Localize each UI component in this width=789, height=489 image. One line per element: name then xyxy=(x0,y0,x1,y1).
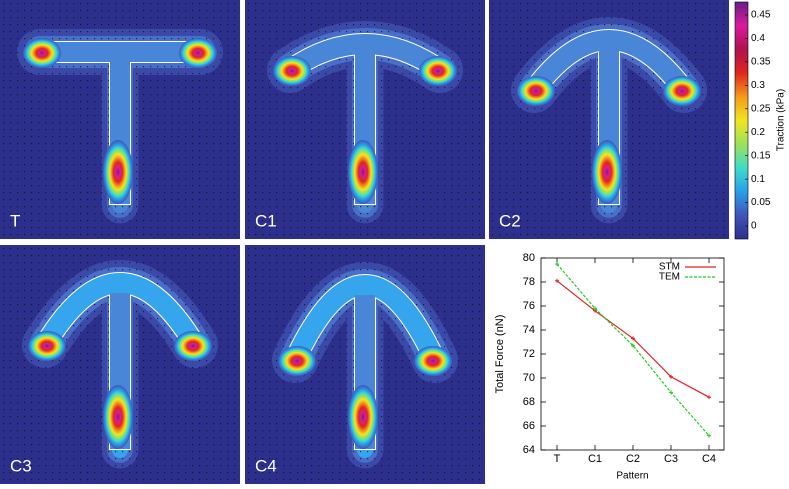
panel-label: C3 xyxy=(10,456,32,475)
point-marker xyxy=(631,343,635,348)
traction-blob xyxy=(278,346,316,376)
y-tick-label: 74 xyxy=(523,324,535,336)
colorbar xyxy=(734,1,749,240)
traction-panel: C4 xyxy=(245,245,485,484)
colorbar-tick-label: 0.1 xyxy=(751,174,765,185)
y-tick-label: 64 xyxy=(523,444,535,456)
traction-blob xyxy=(174,331,212,361)
y-tick-label: 70 xyxy=(523,372,535,384)
colorbar-tick-label: 0.35 xyxy=(751,57,771,68)
colorbar-tick-label: 0.45 xyxy=(751,10,771,21)
y-tick-label: 66 xyxy=(523,420,535,432)
legend-label: TEM xyxy=(659,272,680,283)
traction-blob xyxy=(419,56,457,86)
traction-blob xyxy=(663,76,701,106)
series-line xyxy=(556,263,710,436)
panel-label: C1 xyxy=(255,211,277,230)
panel-label: C4 xyxy=(255,456,277,475)
pattern-inner xyxy=(280,34,450,80)
point-marker xyxy=(669,374,673,379)
colorbar-tick-label: 0.3 xyxy=(751,80,765,91)
pattern-inner xyxy=(35,273,205,355)
point-marker xyxy=(707,433,711,438)
y-tick-label: 80 xyxy=(523,252,535,264)
traction-blob xyxy=(28,331,66,361)
x-tick-label: C1 xyxy=(588,453,602,465)
point-marker xyxy=(593,306,597,311)
traction-blob xyxy=(348,140,378,204)
traction-blob xyxy=(273,56,311,86)
colorbar-tick-label: 0.15 xyxy=(751,150,771,161)
colorbar-tick-label: 0 xyxy=(751,221,757,232)
point-marker xyxy=(669,390,673,395)
traction-blob xyxy=(103,385,133,449)
point-marker xyxy=(631,336,635,341)
traction-panel: T xyxy=(0,0,240,239)
y-tick-label: 78 xyxy=(523,276,535,288)
y-tick-label: 68 xyxy=(523,396,535,408)
pattern-inner xyxy=(285,275,445,370)
traction-panel: C2 xyxy=(489,0,729,239)
panel-label: T xyxy=(10,211,20,230)
point-marker xyxy=(555,262,559,266)
traction-blob xyxy=(348,385,378,449)
traction-blob xyxy=(414,346,452,376)
traction-blob xyxy=(103,140,133,204)
point-marker xyxy=(555,278,559,283)
x-tick-label: T xyxy=(554,453,561,465)
traction-panel: C3 xyxy=(0,245,240,484)
traction-blob xyxy=(592,140,622,204)
x-tick-label: C2 xyxy=(626,453,640,465)
colorbar-tick-label: 0.2 xyxy=(751,127,765,138)
traction-panel: C1 xyxy=(245,0,485,239)
point-marker xyxy=(707,395,711,400)
traction-blob xyxy=(179,38,217,68)
y-axis-label: Total Force (nN) xyxy=(494,315,506,394)
colorbar-tick-label: 0.05 xyxy=(751,197,771,208)
plot-frame xyxy=(540,257,725,451)
panel-label: C2 xyxy=(499,211,521,230)
traction-blob xyxy=(23,38,61,68)
y-tick-label: 72 xyxy=(523,348,535,360)
colorbar-tick-label: 0.25 xyxy=(751,103,771,114)
colorbar-tick-label: 0.4 xyxy=(751,33,765,44)
x-tick-label: C3 xyxy=(664,453,678,465)
x-tick-label: C4 xyxy=(702,453,716,465)
pattern-inner xyxy=(524,30,694,100)
colorbar-label: Traction (kPa) xyxy=(776,89,787,151)
y-tick-label: 76 xyxy=(523,300,535,312)
x-axis-label: Pattern xyxy=(616,471,648,482)
traction-blob xyxy=(517,76,555,106)
legend-label: STM xyxy=(659,262,680,273)
